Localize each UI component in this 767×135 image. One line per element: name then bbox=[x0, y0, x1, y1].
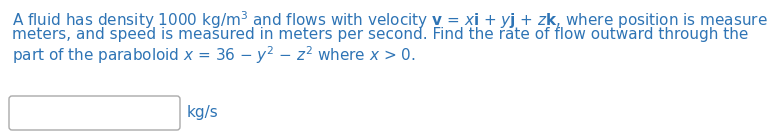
FancyBboxPatch shape bbox=[9, 96, 180, 130]
Text: meters, and speed is measured in meters per second. Find the rate of flow outwar: meters, and speed is measured in meters … bbox=[12, 26, 749, 41]
Text: kg/s: kg/s bbox=[187, 105, 219, 121]
Text: part of the paraboloid $x$ = 36 − $y^2$ − $z^2$ where $x$ > 0.: part of the paraboloid $x$ = 36 − $y^2$ … bbox=[12, 44, 416, 66]
Text: A fluid has density 1000 kg/m$^3$ and flows with velocity $\mathbf{v}$ = $x\math: A fluid has density 1000 kg/m$^3$ and fl… bbox=[12, 9, 767, 31]
